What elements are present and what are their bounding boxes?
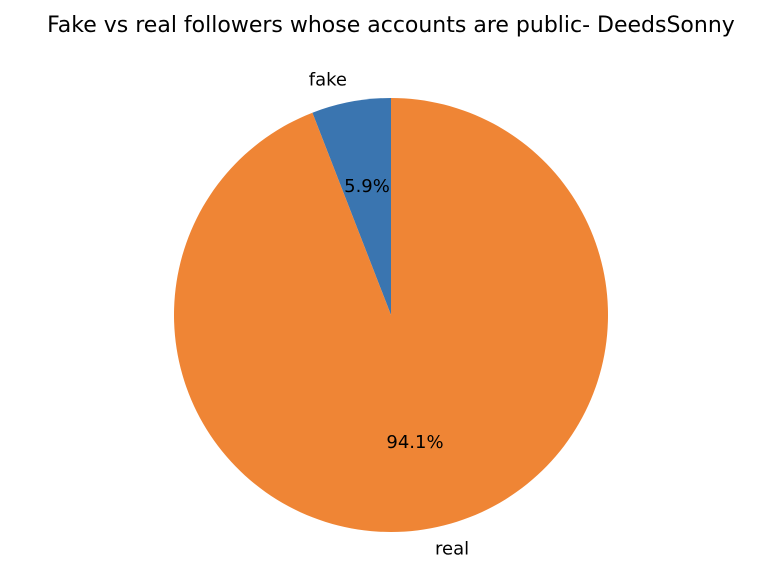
pie-slices xyxy=(174,97,609,533)
slice-label-fake: fake xyxy=(309,69,347,90)
pie-slice-fake xyxy=(312,98,391,315)
pct-label-fake: 5.9% xyxy=(344,176,390,197)
pie-slice-real xyxy=(174,97,609,533)
pie-labels: fake 5.9% real 94.1% xyxy=(309,69,469,559)
slice-label-real: real xyxy=(435,539,469,560)
chart-title: Fake vs real followers whose accounts ar… xyxy=(47,13,735,38)
pct-label-real: 94.1% xyxy=(386,432,443,453)
